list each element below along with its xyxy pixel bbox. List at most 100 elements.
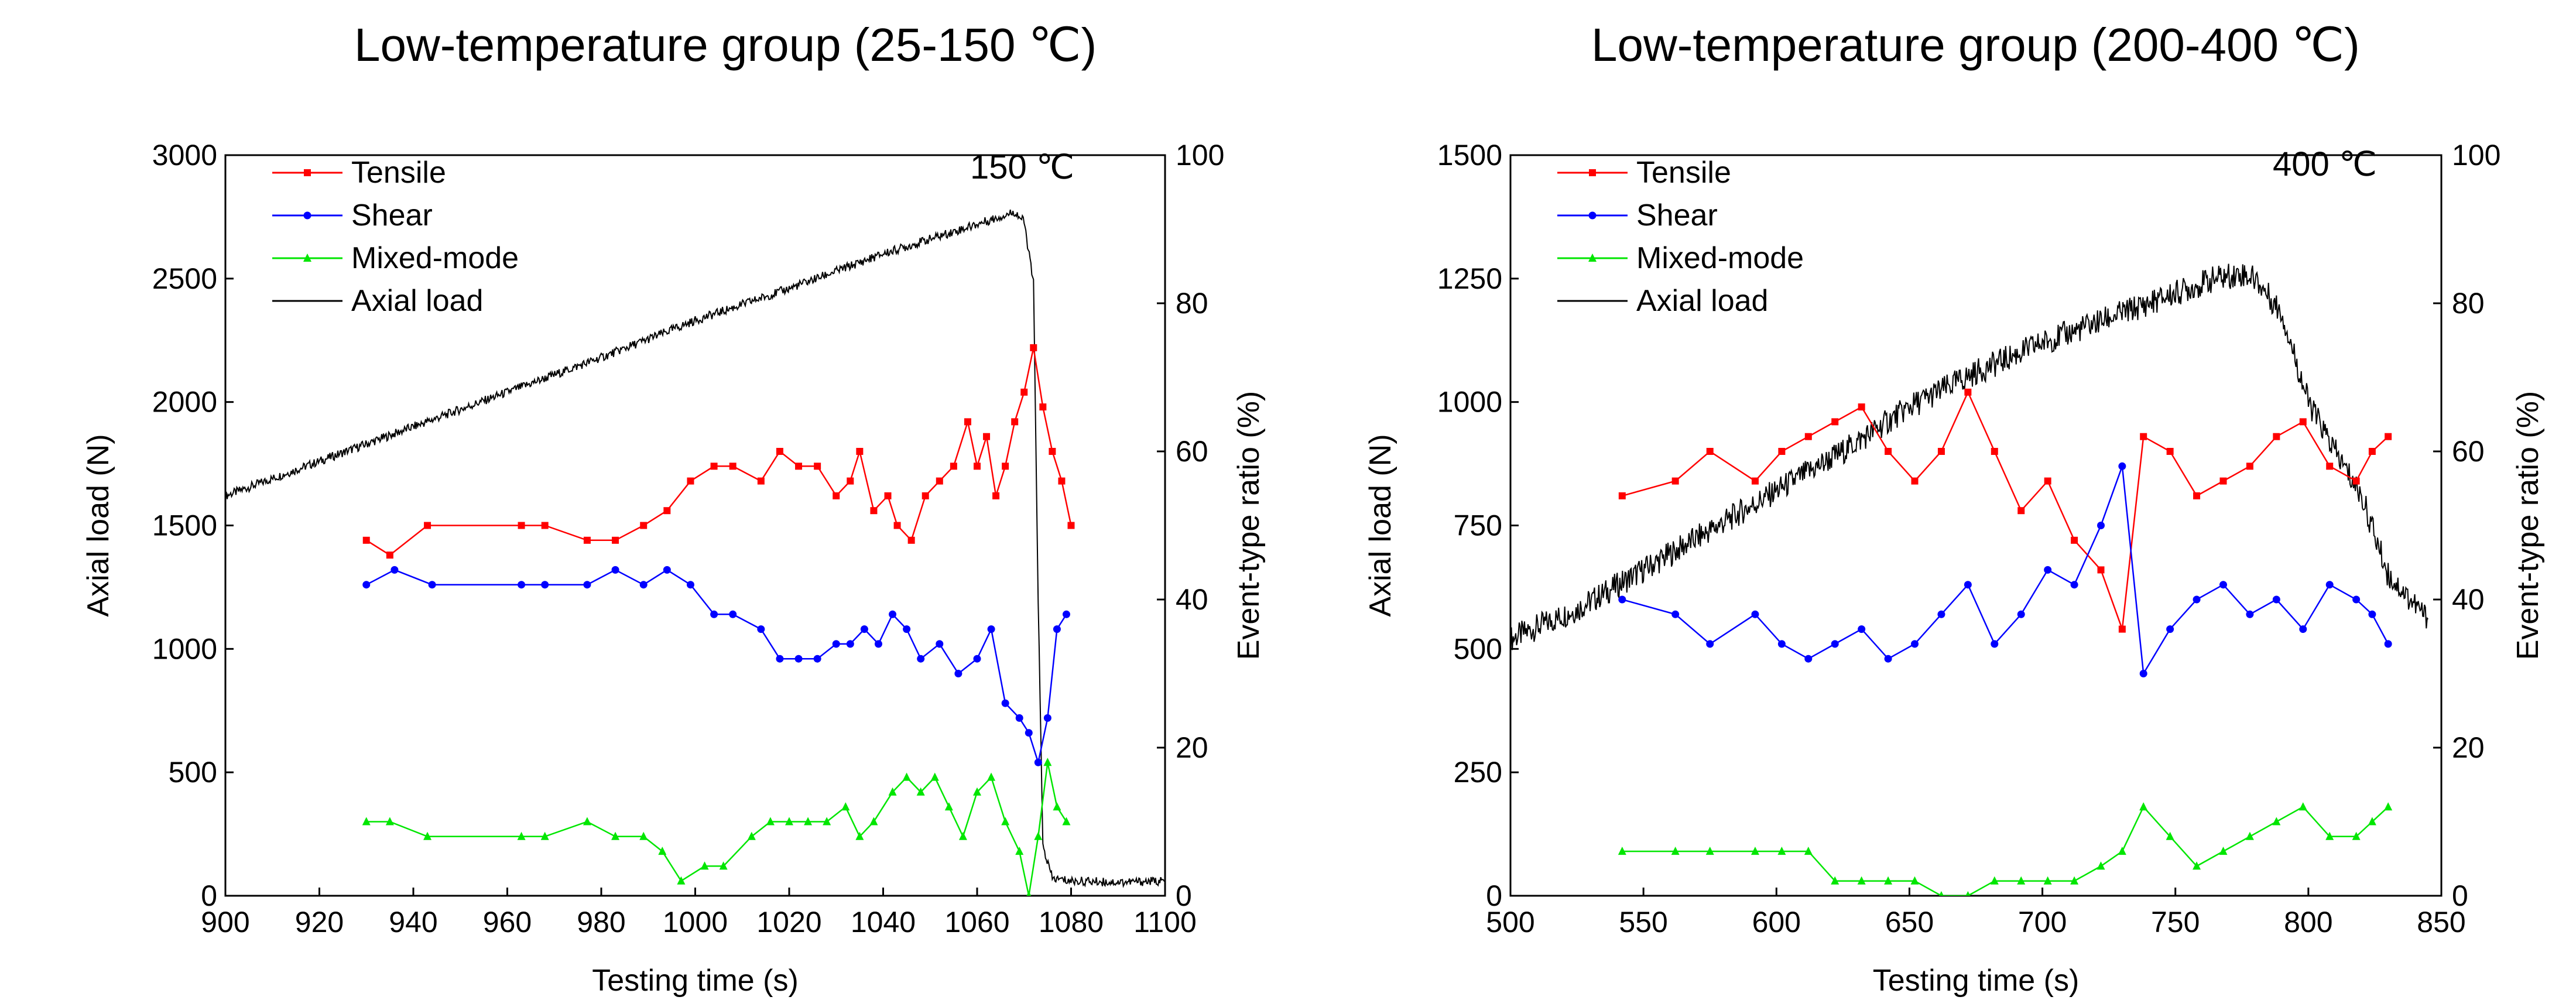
chart-2-shear-point: [2166, 625, 2174, 633]
chart-1-shear-point: [1062, 610, 1070, 618]
chart-2-shear-point: [2219, 581, 2227, 589]
chart-2-mixed-mode-point: [2070, 876, 2079, 885]
chart-1-mixed-mode-point: [785, 817, 793, 826]
chart-1-legend-item: Axial load: [272, 284, 483, 318]
chart-1-shear-point: [917, 655, 925, 663]
chart-1-shear-point: [1043, 714, 1051, 722]
chart-2-mixed-mode-point: [2193, 861, 2201, 870]
chart-1-tensile-point: [795, 463, 803, 470]
chart-2-shear-point: [1964, 581, 1972, 589]
chart-1-mixed-mode-line: [366, 762, 1067, 896]
chart-1-shear-point: [973, 655, 981, 663]
chart-2-tensile-point: [1831, 418, 1839, 426]
chart-2-shear-point: [2246, 610, 2254, 618]
chart-1-mixed-mode-point: [1062, 817, 1071, 826]
chart-2-tensile-point: [1618, 492, 1626, 499]
chart-2-mixed-mode-point: [1705, 847, 1714, 855]
chart-1-tensile-point: [583, 536, 591, 544]
chart-2-y2-tick-label: 40: [2452, 583, 2485, 616]
chart-1-shear-point: [518, 581, 526, 589]
chart-1-shear-point: [362, 581, 371, 589]
chart-2-shear-point: [1804, 655, 1813, 663]
chart-2-y-tick-label: 250: [1454, 756, 1502, 789]
chart-2-mixed-mode-point: [2139, 802, 2148, 811]
chart-1-mixed-mode-point: [1001, 817, 1010, 826]
chart-1-tensile-point: [893, 522, 901, 529]
chart-2-shear-point: [1858, 625, 1866, 633]
chart-1-mixed-mode-point: [719, 861, 728, 870]
chart-2-legend-marker: [1588, 254, 1597, 262]
chart-2-tensile-point: [2140, 433, 2147, 440]
chart-2-legend-item: Shear: [1557, 198, 1718, 232]
chart-2-shear-point: [2272, 595, 2280, 604]
chart-2-mixed-mode-point: [2118, 847, 2126, 855]
chart-2-y-axis-label: Axial load (N): [1364, 434, 1397, 616]
chart-2-mixed-mode-point: [2219, 847, 2228, 855]
chart-2-shear-point: [1751, 610, 1759, 618]
chart-2-shear-point: [1991, 640, 1999, 648]
chart-1-y-tick-label: 2500: [152, 262, 217, 295]
chart-1-y-tick-label: 1500: [152, 509, 217, 542]
chart-2-shear-point: [2299, 625, 2307, 633]
chart-2-shear-point: [1777, 640, 1786, 648]
chart-2-tensile-point: [2044, 477, 2051, 485]
chart-2-shear-point: [2325, 581, 2334, 589]
chart-1-tensile-point: [907, 536, 915, 544]
chart-1-tensile-point: [1058, 477, 1066, 485]
chart-2-shear-point: [2384, 640, 2392, 648]
chart-1-series-tensile: [362, 344, 1075, 559]
chart-1-mixed-mode-point: [987, 772, 996, 781]
chart-1-shear-point: [889, 610, 897, 618]
chart-1-mixed-mode-point: [916, 787, 925, 796]
chart-2-mixed-mode-point: [2166, 831, 2174, 840]
chart-1-legend-label: Shear: [351, 198, 433, 232]
chart-1-shear-point: [813, 655, 821, 663]
chart-1-shear-point: [710, 610, 718, 618]
chart-2-shear-point: [2118, 462, 2126, 470]
chart-1-mixed-mode-point: [902, 772, 911, 781]
chart-1-mixed-mode-point: [385, 817, 394, 826]
chart-2-y2-tick-label: 20: [2452, 731, 2485, 764]
chart-1-mixed-mode-point: [930, 772, 939, 781]
chart-2-mixed-mode-point: [1618, 847, 1626, 855]
chart-1-shear-point: [794, 655, 803, 663]
chart-2-legend-label: Mixed-mode: [1636, 241, 1804, 275]
chart-2-legend-label: Shear: [1636, 198, 1718, 232]
chart-1-shear-point: [1025, 729, 1033, 737]
chart-2-mixed-mode-point: [1910, 876, 1919, 885]
chart-2-mixed-mode-point: [2272, 817, 2281, 826]
chart-1-tensile-point: [856, 448, 864, 455]
chart-1-mixed-mode-point: [583, 817, 591, 826]
chart-1-tensile-point: [687, 477, 694, 485]
chart-1-mixed-mode-point: [869, 817, 878, 826]
chart-2-y-tick-label: 1500: [1437, 139, 1502, 172]
chart-2-shear-line: [1622, 465, 2389, 676]
chart-2-temperature-annotation: 400 ℃: [2273, 145, 2377, 183]
chart-2-shear-point: [2070, 581, 2078, 589]
chart-2-mixed-mode-point: [2043, 876, 2052, 885]
chart-1-tensile-point: [386, 552, 393, 559]
chart-2-tensile-point: [1751, 477, 1759, 485]
chart-2-tensile-point: [1858, 403, 1865, 411]
chart-1-y2-tick-label: 20: [1176, 731, 1208, 764]
chart-2-shear-point: [1937, 610, 1945, 618]
chart-2-y2-tick-label: 60: [2452, 435, 2485, 468]
chart-1-x-tick-label: 980: [577, 906, 625, 939]
chart-1-legend-label: Tensile: [351, 156, 446, 190]
chart-2-x-tick-label: 500: [1486, 906, 1534, 939]
chart-1-legend-marker: [303, 211, 311, 220]
chart-1-tensile-point: [964, 418, 971, 426]
chart-1-tensile-point: [870, 507, 878, 515]
chart-2-legend-item: Axial load: [1557, 284, 1768, 318]
chart-1-x-tick-label: 960: [483, 906, 532, 939]
chart-1-tensile-point: [833, 492, 840, 499]
chart-2-tensile-point: [2368, 448, 2376, 455]
chart-2-shear-point: [1706, 640, 1714, 648]
chart-1-tensile-point: [776, 448, 783, 455]
chart-1-mixed-mode-point: [611, 831, 620, 840]
chart-1-tensile-point: [612, 536, 619, 544]
chart-1-y-tick-label: 1000: [152, 632, 217, 665]
chart-2-mixed-mode-point: [2298, 802, 2307, 811]
chart-2-x-axis-label: Testing time (s): [1873, 964, 2080, 998]
